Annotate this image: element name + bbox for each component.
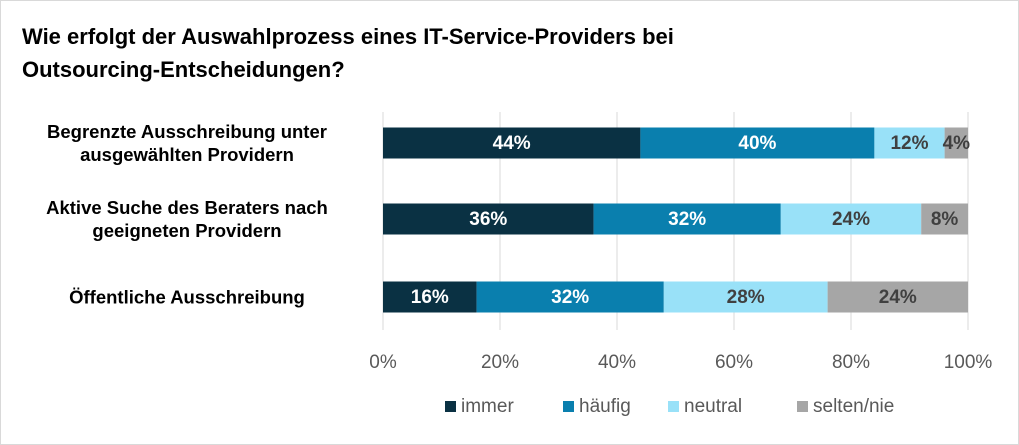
bar-segment	[921, 203, 968, 235]
value-label: 44%	[493, 133, 531, 154]
bar-segment	[944, 127, 968, 159]
x-tick-label: 20%	[481, 352, 519, 373]
bar-segment	[827, 281, 968, 313]
value-label: 24%	[879, 287, 917, 308]
x-tick-label: 40%	[598, 352, 636, 373]
bar-segment	[780, 203, 922, 235]
value-label: 32%	[551, 287, 589, 308]
legend-label: häufig	[579, 396, 631, 417]
bar-segment	[383, 281, 477, 313]
category-label: Aktive Suche des Beraters nach geeignete…	[46, 197, 328, 241]
value-label: 12%	[890, 133, 928, 154]
x-tick-label: 60%	[715, 352, 753, 373]
value-label: 36%	[469, 209, 507, 230]
legend-swatch	[445, 401, 456, 412]
value-label: 4%	[943, 133, 971, 154]
bar-segment	[476, 281, 664, 313]
bar-segment	[874, 127, 945, 159]
category-label: Öffentliche Ausschreibung	[69, 286, 305, 308]
legend-label: neutral	[684, 396, 742, 417]
legend-swatch	[797, 401, 808, 412]
value-label: 40%	[738, 133, 776, 154]
bar-segment	[640, 127, 875, 159]
value-label: 24%	[832, 209, 870, 230]
legend-label: immer	[461, 396, 514, 417]
category-label: Begrenzte Ausschreibung unter ausgewählt…	[47, 121, 327, 165]
x-tick-label: 0%	[369, 352, 397, 373]
value-label: 16%	[411, 287, 449, 308]
bar-segment	[383, 203, 594, 235]
bar-segment	[663, 281, 828, 313]
chart-title: Wie erfolgt der Auswahlprozess eines IT-…	[22, 24, 674, 82]
bar-segment	[593, 203, 781, 235]
value-label: 32%	[668, 209, 706, 230]
bar-segment	[383, 127, 641, 159]
value-label: 8%	[931, 209, 959, 230]
x-tick-label: 80%	[832, 352, 870, 373]
x-tick-label: 100%	[944, 352, 993, 373]
value-label: 28%	[727, 287, 765, 308]
legend-label: selten/nie	[813, 396, 894, 417]
legend-swatch	[563, 401, 574, 412]
legend-swatch	[668, 401, 679, 412]
